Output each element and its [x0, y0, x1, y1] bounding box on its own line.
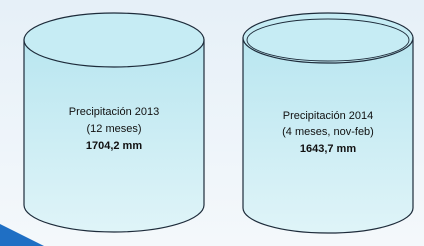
page: Precipitación 2013 (12 meses) 1704,2 mm …: [0, 0, 424, 246]
cylinder-top: [24, 13, 204, 67]
cylinder-body: [24, 40, 204, 232]
cylinder: Precipitación 2014 (4 meses, nov-feb) 16…: [243, 13, 413, 233]
diagram: Precipitación 2013 (12 meses) 1704,2 mm …: [0, 0, 424, 246]
cylinder: Precipitación 2013 (12 meses) 1704,2 mm: [24, 13, 204, 232]
cylinder-title: Precipitación 2013: [69, 106, 160, 118]
cylinder-title: Precipitación 2014: [283, 110, 374, 122]
cylinder-amount: 1704,2 mm: [86, 140, 142, 152]
cylinder-top: [243, 13, 413, 63]
cylinder-amount: 1643,7 mm: [300, 143, 356, 155]
cylinder-period: (12 meses): [86, 123, 141, 135]
cylinder-period: (4 meses, nov-feb): [282, 126, 374, 138]
